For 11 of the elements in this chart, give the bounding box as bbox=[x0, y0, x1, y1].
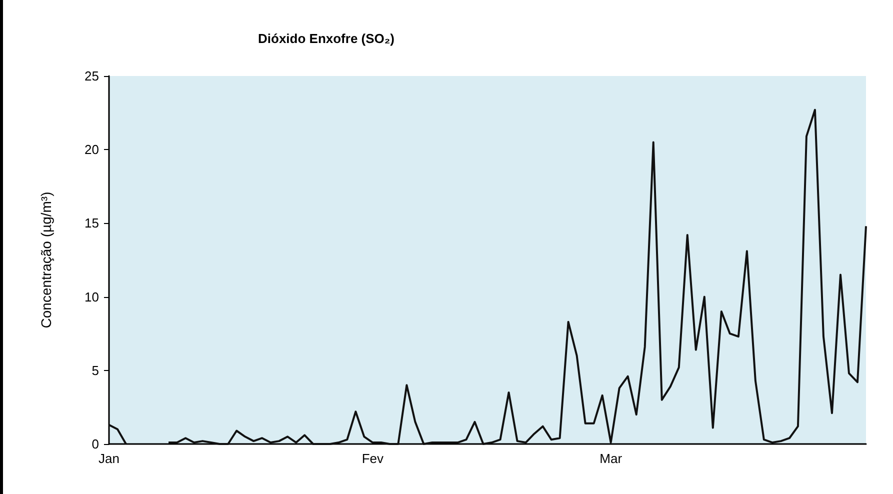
y-tick-label: 25 bbox=[84, 68, 99, 84]
y-tick-label: 10 bbox=[84, 289, 99, 304]
x-tick-label: Jan bbox=[98, 451, 120, 466]
x-tick-label: Fev bbox=[362, 451, 384, 466]
y-tick-label: 15 bbox=[84, 216, 99, 231]
chart-title: Dióxido Enxofre (SO₂) bbox=[258, 31, 395, 46]
x-tick-label: Mar bbox=[600, 451, 623, 466]
y-tick-label: 20 bbox=[84, 142, 99, 158]
y-tick-label: 0 bbox=[92, 436, 99, 452]
y-tick-label: 5 bbox=[92, 362, 99, 378]
y-axis-title: Concentração (µg/m³) bbox=[38, 192, 54, 328]
